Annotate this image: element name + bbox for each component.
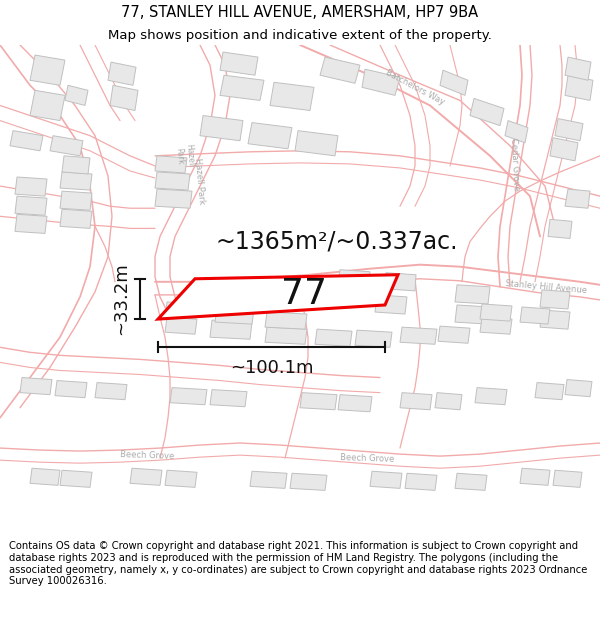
Polygon shape [65,85,88,106]
Polygon shape [480,304,512,321]
Polygon shape [158,275,398,319]
Polygon shape [30,468,60,486]
Polygon shape [60,470,92,488]
Polygon shape [385,272,416,291]
Polygon shape [320,57,360,83]
Polygon shape [520,468,550,486]
Polygon shape [55,381,87,398]
Text: ~1365m²/~0.337ac.: ~1365m²/~0.337ac. [215,229,458,254]
Polygon shape [265,327,307,344]
Polygon shape [110,85,138,111]
Polygon shape [95,382,127,400]
Polygon shape [20,378,52,394]
Polygon shape [15,196,47,215]
Polygon shape [60,209,92,228]
Polygon shape [535,382,564,400]
Polygon shape [400,392,432,410]
Polygon shape [565,57,591,80]
Polygon shape [130,468,162,486]
Polygon shape [210,320,252,339]
Text: 77, STANLEY HILL AVENUE, AMERSHAM, HP7 9BA: 77, STANLEY HILL AVENUE, AMERSHAM, HP7 9… [121,5,479,20]
Polygon shape [170,388,207,405]
Polygon shape [338,270,370,287]
Polygon shape [108,62,136,85]
Polygon shape [540,290,570,309]
Polygon shape [370,471,402,488]
Text: Map shows position and indicative extent of the property.: Map shows position and indicative extent… [108,29,492,42]
Polygon shape [290,473,327,491]
Text: Cedar Grove: Cedar Grove [509,138,521,191]
Polygon shape [565,379,592,397]
Polygon shape [165,302,197,319]
Polygon shape [220,52,258,75]
Polygon shape [400,327,437,344]
Polygon shape [215,307,254,324]
Text: Batchelors Way: Batchelors Way [384,68,446,107]
Polygon shape [265,312,307,329]
Polygon shape [455,285,490,304]
Polygon shape [565,189,590,208]
Polygon shape [270,82,314,111]
Polygon shape [375,295,407,314]
Polygon shape [50,136,83,156]
Polygon shape [565,75,593,101]
Polygon shape [60,191,92,210]
Polygon shape [60,172,92,190]
Polygon shape [15,177,47,196]
Polygon shape [553,470,582,488]
Text: ~100.1m: ~100.1m [230,359,313,378]
Polygon shape [480,317,512,334]
Polygon shape [540,310,570,329]
Text: Hazell Park: Hazell Park [193,158,206,205]
Polygon shape [300,392,337,410]
Polygon shape [315,329,352,346]
Polygon shape [155,156,187,173]
Text: Beech Grove: Beech Grove [340,452,395,464]
Polygon shape [455,305,490,324]
Text: Contains OS data © Crown copyright and database right 2021. This information is : Contains OS data © Crown copyright and d… [9,541,587,586]
Polygon shape [505,121,528,142]
Polygon shape [155,172,190,190]
Polygon shape [550,138,578,161]
Polygon shape [362,69,400,96]
Polygon shape [248,122,292,149]
Polygon shape [520,307,550,324]
Polygon shape [475,388,507,405]
Polygon shape [440,70,468,96]
Polygon shape [210,389,247,407]
Polygon shape [455,473,487,491]
Polygon shape [435,392,462,410]
Text: ~33.2m: ~33.2m [112,262,130,335]
Polygon shape [438,326,470,343]
Polygon shape [405,473,437,491]
Polygon shape [165,317,197,334]
Polygon shape [165,470,197,488]
Text: 77: 77 [281,278,327,311]
Polygon shape [30,91,65,121]
Polygon shape [10,131,43,151]
Polygon shape [220,75,264,101]
Polygon shape [295,131,338,156]
Polygon shape [338,394,372,412]
Polygon shape [30,55,65,85]
Text: Stanley Hill Avenue: Stanley Hill Avenue [505,279,587,295]
Polygon shape [250,471,287,488]
Polygon shape [155,189,192,208]
Polygon shape [470,98,504,126]
Polygon shape [355,330,392,348]
Text: Hazell
Park: Hazell Park [175,143,196,169]
Text: Beech Grove: Beech Grove [120,449,175,461]
Polygon shape [62,156,90,174]
Polygon shape [548,219,572,239]
Polygon shape [200,116,243,141]
Polygon shape [15,214,47,233]
Polygon shape [555,119,583,141]
